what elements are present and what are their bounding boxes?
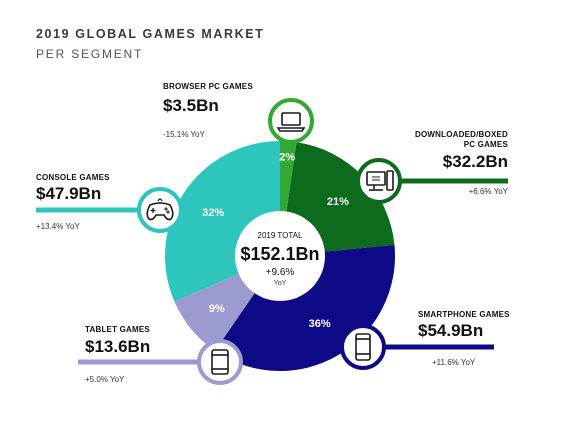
- chart-title: 2019 GLOBAL GAMES MARKET: [36, 27, 265, 41]
- smartphone-icon-badge: [340, 324, 386, 370]
- desktop-pc-icon: [366, 170, 394, 191]
- tablet-icon: [211, 349, 229, 375]
- total-value: $152.1Bn: [240, 244, 319, 264]
- downloaded-segment-name-line1: DOWNLOADED/BOXED: [415, 130, 508, 139]
- console-segment-value: $47.9Bn: [36, 184, 102, 203]
- total-caption: 2019 TOTAL: [258, 231, 303, 240]
- tablet-segment-yoy: +5.0% YoY: [85, 375, 125, 384]
- console-share-label: 32%: [202, 207, 224, 219]
- tablet-share-label: 9%: [209, 303, 225, 315]
- center-hole: [235, 211, 325, 301]
- browser-icon-badge: [268, 98, 314, 144]
- gamepad-icon: [146, 198, 174, 221]
- browser-share-label: 2%: [279, 151, 295, 163]
- smartphone-share-label: 36%: [309, 318, 331, 330]
- tablet-segment-value: $13.6Bn: [85, 337, 151, 356]
- chart-subtitle: PER SEGMENT: [36, 47, 144, 61]
- tablet-icon-badge: [197, 339, 243, 385]
- browser-segment-value: $3.5Bn: [163, 96, 219, 115]
- browser-segment-yoy: -15.1% YoY: [163, 130, 205, 139]
- tablet-segment-name: TABLET GAMES: [85, 325, 150, 334]
- smartphone-segment-name: SMARTPHONE GAMES: [418, 310, 510, 319]
- downloaded-segment-yoy: +6.6% YoY: [468, 187, 508, 196]
- downloaded-share-label: 21%: [327, 196, 349, 208]
- smartphone-segment-yoy: +11.6% YoY: [432, 358, 476, 367]
- total-growth: +9.6%: [266, 267, 295, 278]
- browser-segment-name: BROWSER PC GAMES: [163, 82, 253, 91]
- total-growth-unit: YoY: [274, 280, 287, 287]
- console-segment-yoy: +13.4% YoY: [36, 222, 80, 231]
- downloaded-segment-value: $32.2Bn: [442, 152, 508, 171]
- smartphone-icon: [355, 333, 371, 361]
- console-segment-name: CONSOLE GAMES: [36, 173, 110, 182]
- console-icon-badge: [137, 187, 183, 233]
- downloaded-segment-name-line2: PC GAMES: [463, 140, 508, 149]
- smartphone-segment-value: $54.9Bn: [418, 321, 484, 340]
- laptop-icon: [276, 112, 306, 132]
